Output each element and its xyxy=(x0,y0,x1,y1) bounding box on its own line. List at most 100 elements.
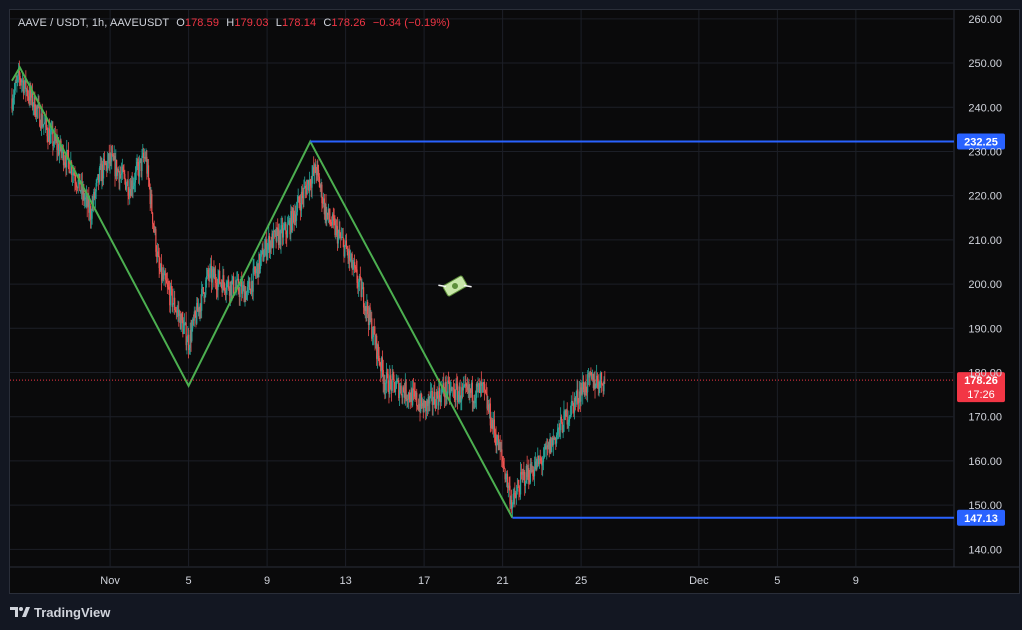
candle-series xyxy=(11,60,606,518)
candle-body xyxy=(479,383,481,394)
candle-body xyxy=(418,403,420,410)
candle-body xyxy=(595,385,597,389)
candle-body xyxy=(132,185,134,190)
candle-body xyxy=(603,379,605,392)
brand-name: TradingView xyxy=(34,604,111,620)
candle-body xyxy=(331,214,334,226)
candle-body xyxy=(121,166,123,174)
candle-body xyxy=(30,89,33,98)
candle-body xyxy=(287,223,289,225)
candle-body xyxy=(307,180,309,185)
candle-body xyxy=(95,183,97,192)
candle-body xyxy=(382,370,384,384)
candle-body xyxy=(475,398,477,401)
candle-body xyxy=(228,279,230,289)
candle-body xyxy=(557,428,559,434)
candle-body xyxy=(505,478,507,480)
candle-body xyxy=(210,265,213,283)
candle-body xyxy=(566,409,568,425)
candle-body xyxy=(349,258,352,261)
candle-body xyxy=(173,297,175,304)
candle-body xyxy=(249,281,251,290)
candle-body xyxy=(161,263,163,281)
candle-body xyxy=(137,161,139,167)
candle-body xyxy=(450,388,452,390)
candle-body xyxy=(419,403,421,412)
candle-body xyxy=(291,208,294,231)
candle-body xyxy=(548,442,550,453)
chart-canvas[interactable]: 232.25 147.13 178.26 17:26 140.00 150.00 160.… xyxy=(0,0,1022,600)
candle-body xyxy=(499,442,501,450)
candle-body xyxy=(170,286,173,289)
candle-body xyxy=(144,156,146,159)
symbol-title[interactable]: AAVE / USDT, 1h, AAVEUSDT xyxy=(18,17,170,29)
candle-body xyxy=(41,113,43,127)
candle-body xyxy=(276,227,278,242)
candle-body xyxy=(153,225,155,232)
candle-body xyxy=(340,237,343,239)
candle-body xyxy=(108,153,110,164)
candle-body xyxy=(259,253,261,269)
candle-body xyxy=(292,208,294,214)
candle-body xyxy=(601,384,603,386)
tradingview-branding[interactable]: TradingView xyxy=(10,603,110,621)
candle-body xyxy=(53,143,55,146)
candle-body xyxy=(371,318,373,339)
candle-body xyxy=(199,304,201,313)
candle-body xyxy=(414,391,416,397)
candle-body xyxy=(222,275,224,293)
candle-body xyxy=(416,405,419,407)
candle-body xyxy=(403,387,405,392)
candle-body xyxy=(94,191,96,199)
candle-body xyxy=(551,437,554,446)
candle-body xyxy=(342,237,344,240)
candle-body xyxy=(494,432,496,437)
candle-body xyxy=(497,435,500,451)
candle-body xyxy=(400,385,402,395)
candle-body xyxy=(235,287,237,288)
candle-body xyxy=(282,228,285,238)
candle-body xyxy=(447,380,449,394)
candle-body xyxy=(468,384,470,394)
candle-body xyxy=(130,180,132,197)
candle-body xyxy=(117,168,119,172)
candle-body xyxy=(11,98,13,110)
candle-body xyxy=(238,291,240,297)
candle-body xyxy=(369,307,371,320)
candle-body xyxy=(578,391,581,403)
candle-body xyxy=(185,322,187,346)
candle-body xyxy=(538,458,541,465)
candle-body xyxy=(439,387,441,398)
candle-body xyxy=(203,292,205,299)
candle-body xyxy=(107,153,110,161)
candle-body xyxy=(125,179,127,190)
candle-body xyxy=(147,165,150,180)
candle-body xyxy=(45,118,47,128)
candle-body xyxy=(136,161,138,167)
symbol-legend: AAVE / USDT, 1h, AAVEUSDT O178.59 H179.0… xyxy=(18,17,450,29)
change-value: −0.34 (−0.19%) xyxy=(372,17,451,29)
candle-body xyxy=(410,389,412,402)
candle-body xyxy=(120,174,122,176)
candle-body xyxy=(168,287,170,291)
candle-body xyxy=(330,221,332,225)
candle-body xyxy=(36,106,38,109)
candle-body xyxy=(252,268,254,292)
candle-body xyxy=(26,89,29,97)
candle-body xyxy=(27,96,29,98)
candle-body xyxy=(201,287,204,289)
candle-body xyxy=(326,212,328,222)
candle-body xyxy=(393,374,395,383)
candle-body xyxy=(363,307,366,311)
candle-body xyxy=(214,273,217,284)
candle-body xyxy=(577,389,579,403)
candle-body xyxy=(434,391,436,405)
candle-body xyxy=(542,462,544,466)
candle-body xyxy=(581,387,583,395)
candle-body xyxy=(72,172,74,175)
candle-body xyxy=(209,268,211,278)
candle-body xyxy=(391,373,393,391)
candle-body xyxy=(284,223,286,229)
candle-body xyxy=(143,156,146,159)
candle-body xyxy=(133,182,135,186)
